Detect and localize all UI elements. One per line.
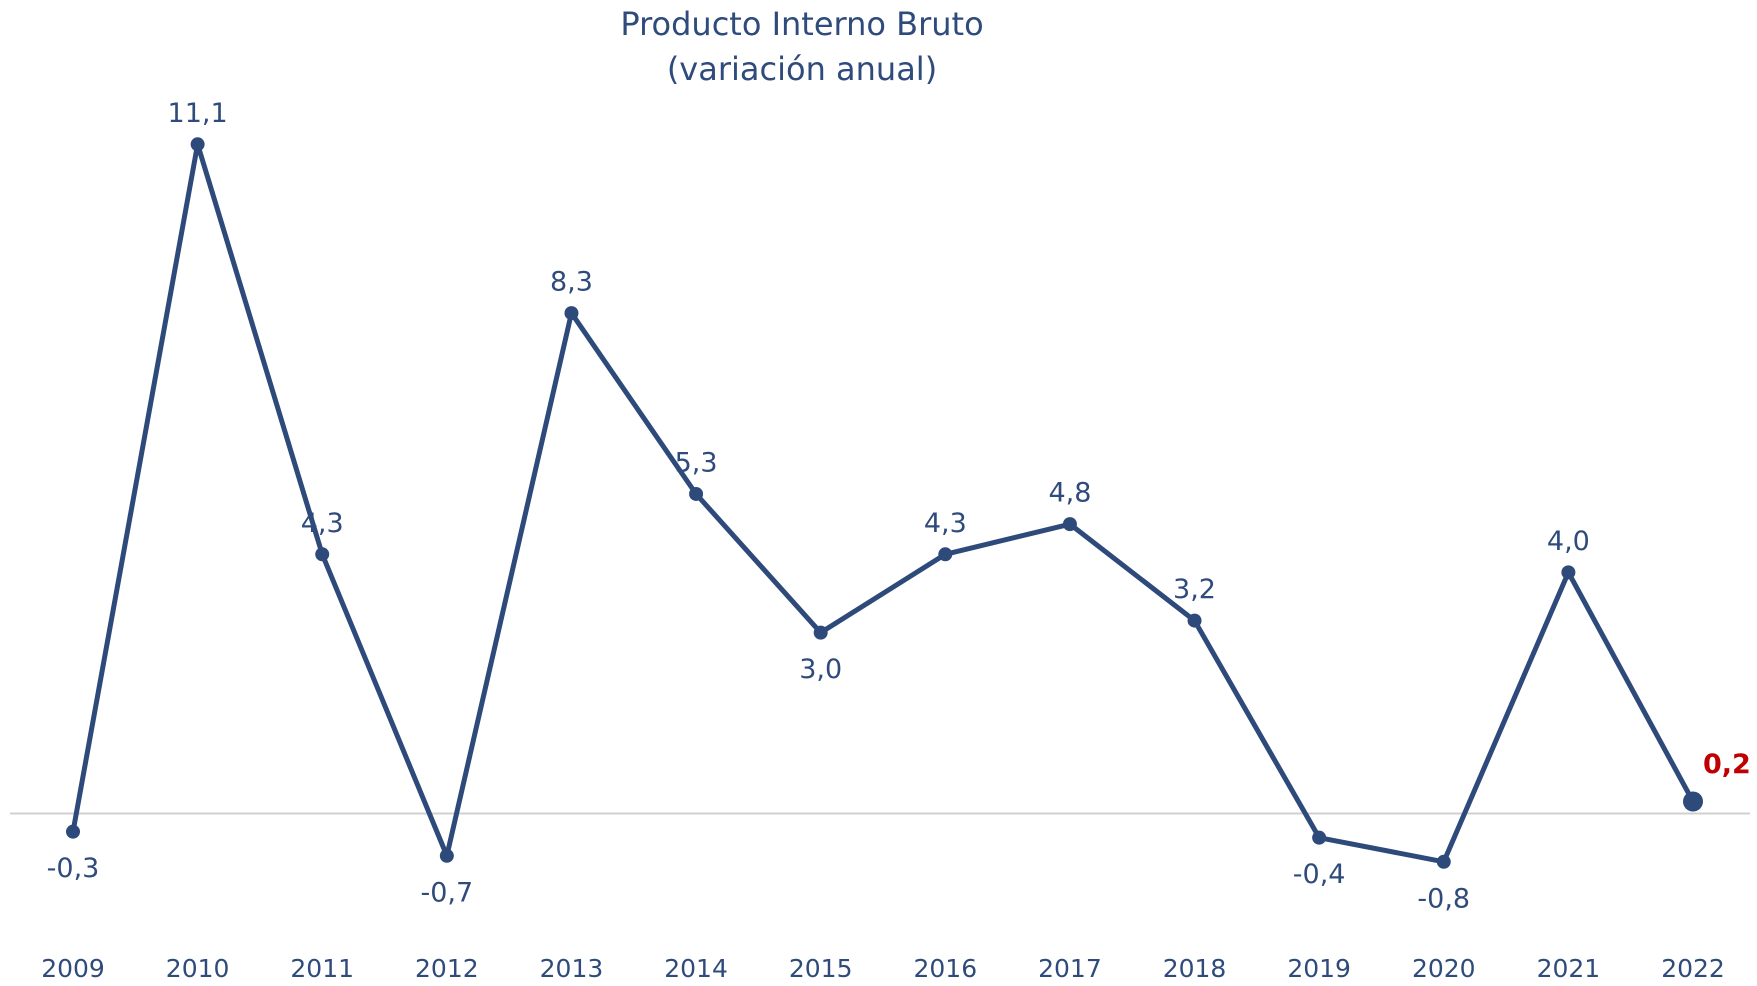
x-tick-label: 2018	[1163, 954, 1227, 983]
point	[1561, 565, 1576, 580]
line	[70, 141, 1696, 865]
point	[1683, 791, 1703, 812]
data-label: 0,2	[1703, 749, 1751, 780]
point	[1312, 830, 1327, 845]
data-label: -0,8	[1417, 883, 1470, 914]
data-label: 5,3	[675, 447, 718, 478]
point	[66, 824, 80, 839]
point	[938, 547, 953, 562]
x-tick-label: 2012	[415, 954, 479, 983]
x-tick-label: 2019	[1287, 954, 1351, 983]
x-tick-label: 2022	[1661, 954, 1725, 983]
data-label: 11,1	[168, 98, 228, 129]
data-label: 4,3	[924, 508, 967, 539]
data-label: -0,3	[47, 853, 100, 884]
x-tick-label: 2009	[41, 954, 105, 983]
point	[564, 306, 579, 321]
point	[813, 625, 828, 640]
x-tick-label: 2020	[1412, 954, 1476, 983]
point	[1436, 854, 1451, 869]
x-tick-label: 2021	[1537, 954, 1601, 983]
chart-title: Producto Interno Bruto	[620, 5, 983, 43]
data-label: 8,3	[550, 267, 593, 298]
data-label: -0,4	[1293, 859, 1346, 890]
data-label: -0,7	[421, 877, 474, 908]
point	[439, 848, 454, 863]
x-tick-label: 2010	[166, 954, 230, 983]
x-tick-label: 2013	[540, 954, 604, 983]
data-label: 4,3	[301, 508, 344, 539]
x-tick-label: 2017	[1038, 954, 1102, 983]
x-tick-label: 2015	[789, 954, 853, 983]
data-label: 3,0	[799, 654, 842, 685]
point	[1187, 613, 1202, 628]
point	[689, 486, 704, 501]
x-tick-label: 2011	[290, 954, 354, 983]
point	[190, 137, 205, 152]
data-label: 3,2	[1173, 574, 1216, 605]
x-tick-label: 2016	[913, 954, 977, 983]
point	[315, 547, 330, 562]
chart-subtitle: (variación anual)	[667, 50, 937, 88]
point	[1062, 517, 1077, 532]
data-label: 4,8	[1048, 478, 1091, 509]
x-tick-label: 2014	[664, 954, 728, 983]
data-label: 4,0	[1547, 526, 1590, 557]
